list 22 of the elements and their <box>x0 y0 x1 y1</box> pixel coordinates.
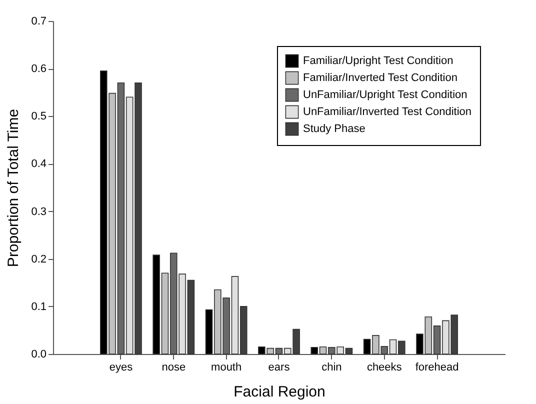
x-tick-label: forehead <box>415 362 459 374</box>
x-tick-label: eyes <box>109 362 134 374</box>
legend-label: Familiar/Upright Test Condition <box>303 55 454 67</box>
x-axis-title: Facial Region <box>234 384 326 400</box>
y-tick-label: 0.7 <box>31 16 46 28</box>
y-axis-title: Proportion of Total Time <box>5 108 22 268</box>
legend-label: UnFamiliar/Upright Test Condition <box>303 89 468 101</box>
y-tick-label: 0.2 <box>31 253 46 266</box>
x-tick-label: nose <box>162 362 186 374</box>
legend-label: Familiar/Inverted Test Condition <box>303 72 458 84</box>
x-tick-label: chin <box>322 362 342 374</box>
y-tick-label: 0.5 <box>31 110 46 123</box>
y-tick-label: 0.1 <box>31 300 46 313</box>
y-tick-label: 0.4 <box>31 158 46 170</box>
y-tick-label: 0.3 <box>31 206 46 218</box>
y-tick-label: 0.6 <box>31 63 46 76</box>
x-tick-label: ears <box>268 362 290 374</box>
x-tick-label: cheeks <box>366 362 402 374</box>
x-tick-label: mouth <box>211 362 242 374</box>
legend-label: Study Phase <box>303 123 366 135</box>
legend-label: UnFamiliar/Inverted Test Condition <box>303 106 472 118</box>
y-tick-label: 0.0 <box>31 348 46 360</box>
